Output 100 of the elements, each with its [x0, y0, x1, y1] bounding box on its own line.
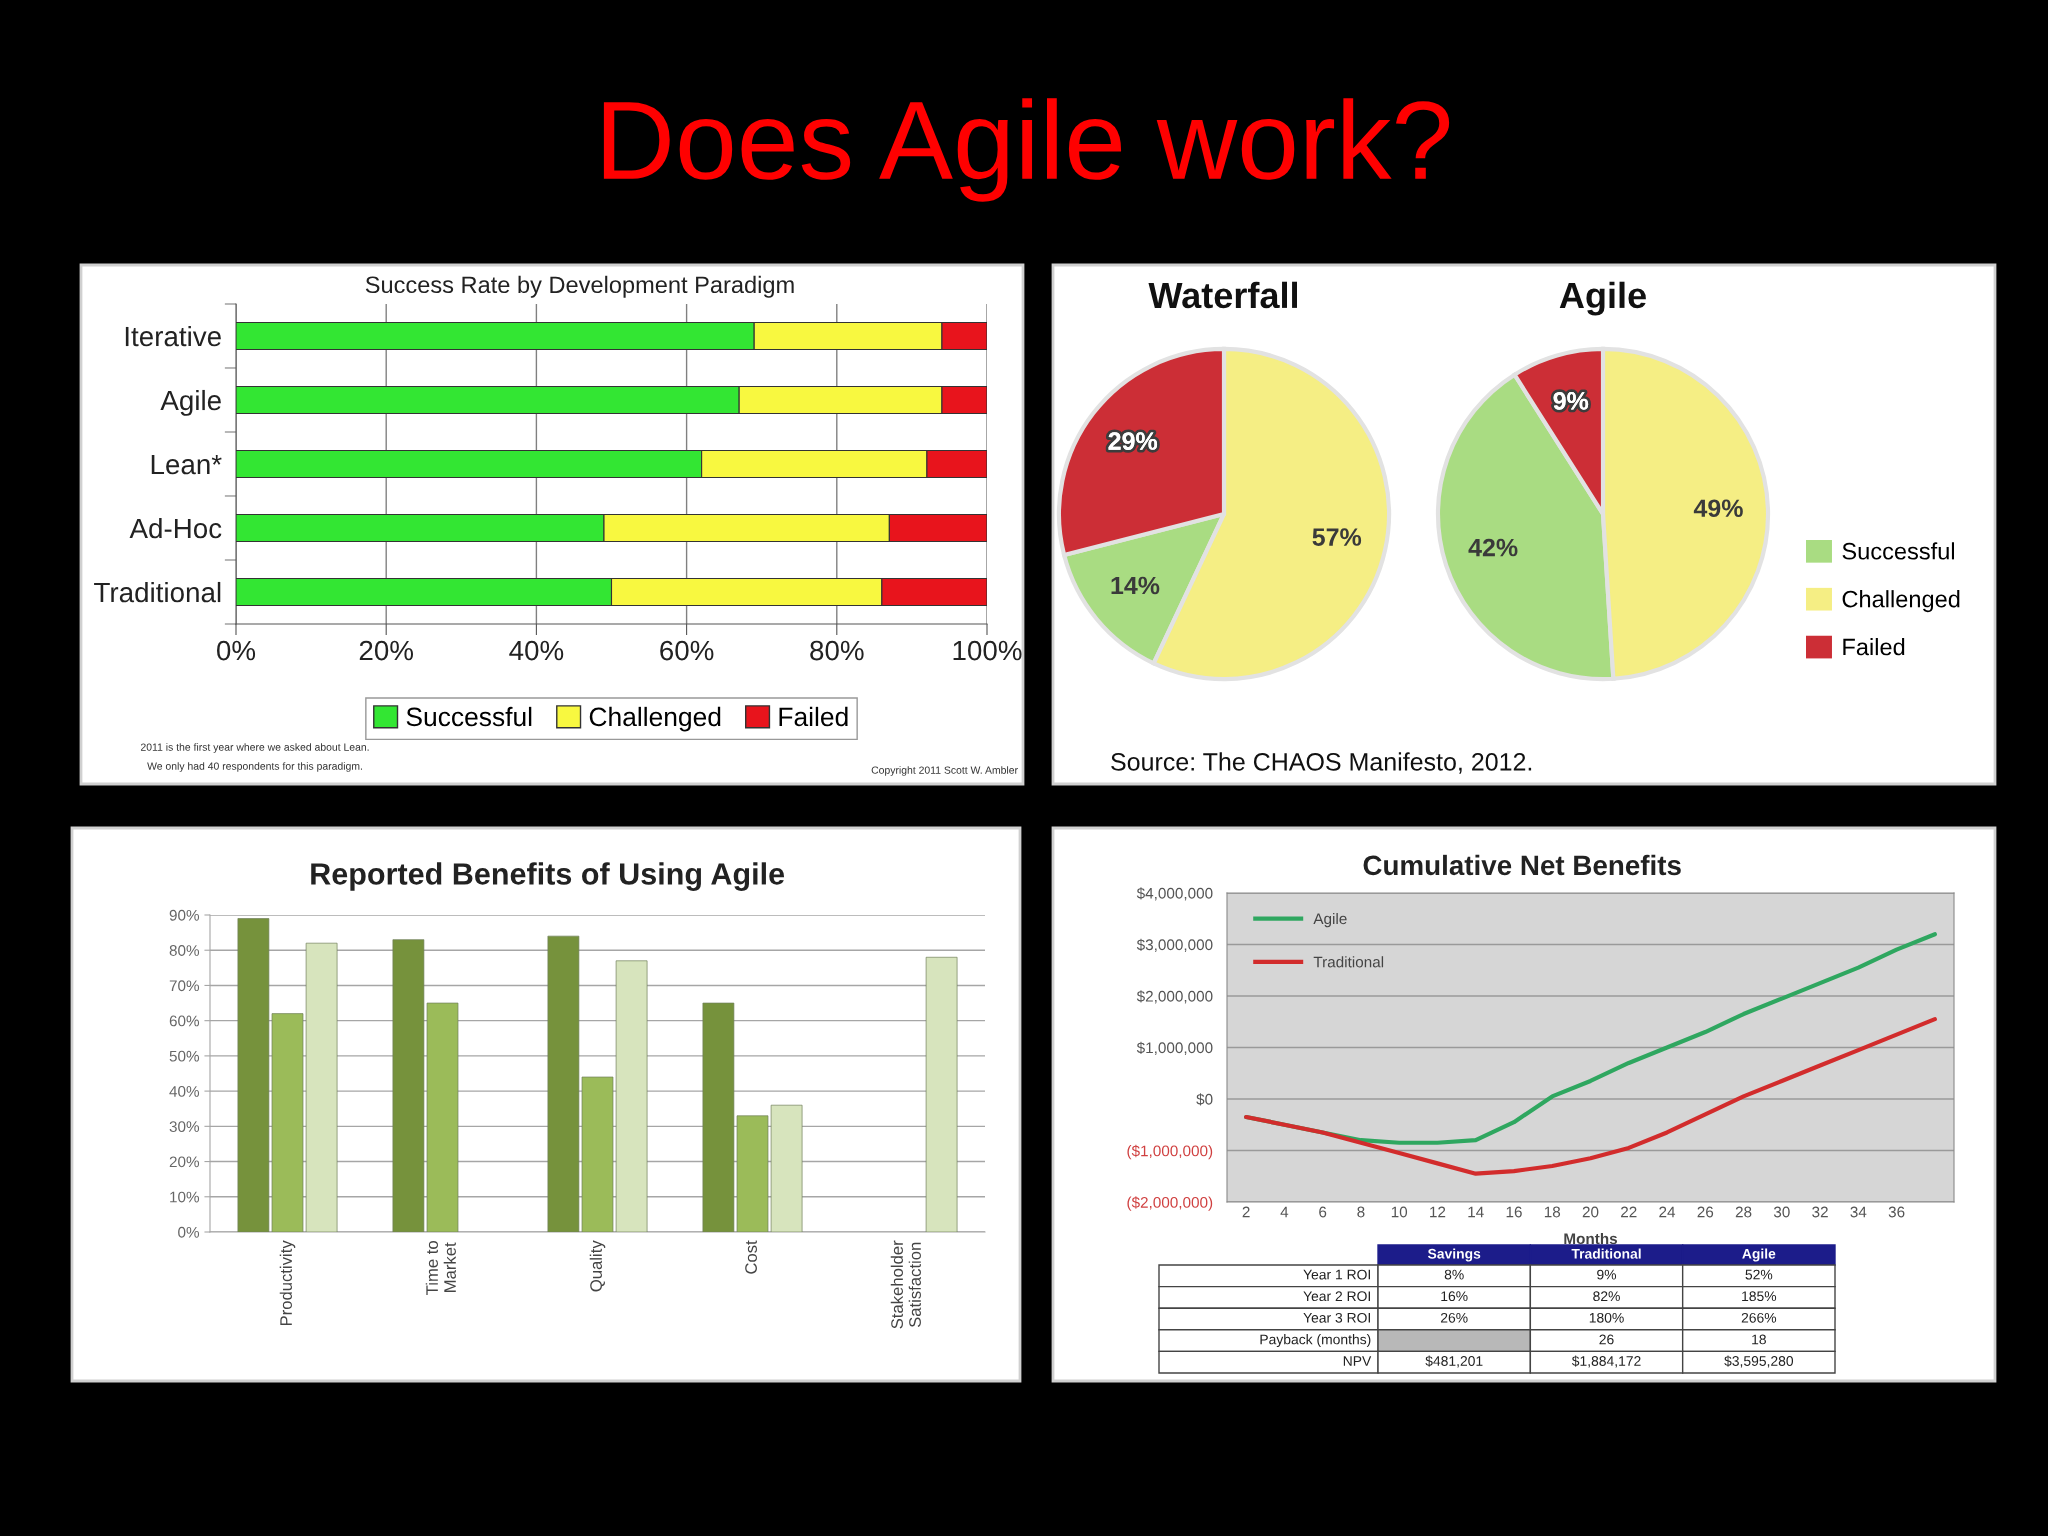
chart-title: Cumulative Net Benefits: [1363, 854, 1681, 876]
y-tick-label: 30%: [169, 1121, 200, 1133]
x-tick-label: Stakeholder Satisfaction: [890, 1240, 921, 1329]
x-tick-label: 30: [1773, 1206, 1790, 1218]
x-tick-label: 0%: [217, 640, 256, 661]
y-tick-label: 20%: [169, 1156, 200, 1168]
data-label: 49%: [1693, 499, 1743, 518]
category-label: Savings: [1427, 1248, 1481, 1262]
legend-label: Challenged: [589, 706, 721, 732]
data-label: 29%: [1108, 432, 1158, 450]
category-label: NPV: [1343, 1356, 1372, 1366]
x-tick-label: 80%: [810, 640, 864, 661]
y-tick-label: Agile: [160, 389, 221, 416]
x-tick-label: 8: [1357, 1206, 1365, 1218]
y-tick-label: $2,000,000: [1136, 990, 1213, 1004]
x-tick-label: 22: [1621, 1206, 1637, 1218]
data-label: 57%: [1312, 528, 1362, 546]
text: 26%: [1440, 1312, 1468, 1323]
text: We only had 40 respondents for this paradigm.: [147, 762, 362, 772]
y-tick-label: Ad-Hoc: [129, 517, 222, 539]
y-tick-label: $1,000,000: [1136, 1041, 1213, 1055]
legend-label: Agile: [1313, 912, 1347, 928]
category-label: Year 1 ROI: [1303, 1269, 1370, 1280]
x-tick-label: 6: [1319, 1206, 1327, 1218]
y-tick-label: $3,000,000: [1136, 938, 1213, 952]
x-tick-label: 12: [1430, 1206, 1446, 1218]
y-tick-label: Lean*: [151, 454, 222, 475]
text: 18: [1752, 1334, 1766, 1345]
x-tick-label: 28: [1735, 1206, 1752, 1218]
chart-title: Success Rate by Development Paradigm: [365, 275, 794, 298]
x-tick-label: Time to Market: [425, 1241, 456, 1295]
x-tick-label: 14: [1468, 1206, 1484, 1218]
category-label: Year 2 ROI: [1303, 1291, 1370, 1302]
y-tick-label: 90%: [169, 909, 200, 921]
x-tick-label: 4: [1280, 1206, 1289, 1218]
category-label: Agile: [1742, 1248, 1776, 1262]
x-tick-label: 18: [1544, 1206, 1561, 1218]
legend-label: Successful: [406, 706, 532, 727]
y-tick-label: 40%: [169, 1085, 200, 1097]
x-tick-label: 20%: [359, 640, 414, 661]
x-tick-label: 10: [1391, 1206, 1408, 1218]
y-tick-label: Traditional: [94, 581, 221, 603]
x-axis-title: Months: [1564, 1232, 1618, 1245]
category-label: Payback (months): [1260, 1334, 1371, 1348]
text: $3,595,280: [1724, 1355, 1794, 1368]
y-tick-label: 0%: [178, 1226, 200, 1238]
y-tick-label: $0: [1196, 1093, 1213, 1106]
source-note: Source: The CHAOS Manifesto, 2012.: [1111, 752, 1532, 774]
legend-label: Successful: [1842, 542, 1955, 560]
legend-label: Failed: [779, 706, 848, 727]
x-tick-label: 32: [1812, 1206, 1828, 1218]
text: 2011 is the first year where we asked about Lean.: [140, 743, 369, 753]
data-label: 14%: [1111, 576, 1160, 595]
text: 185%: [1742, 1291, 1777, 1302]
y-tick-label: 70%: [169, 980, 200, 992]
text: Copyright 2011 Scott W. Ambler: [871, 766, 1018, 776]
text: 16%: [1441, 1291, 1468, 1302]
y-tick-label: 10%: [170, 1191, 200, 1203]
x-tick-label: 36: [1888, 1206, 1905, 1218]
category-label: Year 3 ROI: [1303, 1312, 1370, 1323]
x-tick-label: 2: [1242, 1206, 1250, 1218]
legend-label: Challenged: [1842, 590, 1960, 613]
text: 8%: [1444, 1269, 1464, 1280]
line-series: [1244, 1017, 1937, 1176]
y-tick-label: 60%: [169, 1015, 200, 1027]
text: $1,884,172: [1571, 1355, 1641, 1368]
x-tick-label: 24: [1659, 1206, 1676, 1218]
x-tick-label: 60%: [660, 640, 714, 661]
text: 266%: [1741, 1312, 1777, 1323]
chart-title: Agile: [1559, 281, 1646, 316]
x-tick-label: 20: [1582, 1206, 1599, 1218]
text: 52%: [1745, 1269, 1773, 1280]
text: 180%: [1589, 1312, 1624, 1323]
legend-label: Failed: [1843, 637, 1905, 656]
y-tick-label: ($1,000,000): [1127, 1144, 1213, 1160]
chart-title: Waterfall: [1148, 281, 1298, 309]
text: Does Agile work?: [603, 98, 1450, 202]
x-tick-label: 16: [1506, 1206, 1522, 1218]
data-label: 42%: [1468, 538, 1518, 557]
data-label: 9%: [1553, 392, 1589, 410]
x-tick-label: 26: [1697, 1206, 1714, 1218]
x-tick-label: 100%: [953, 640, 1022, 661]
category-label: Traditional: [1571, 1248, 1641, 1259]
legend-label: Traditional: [1313, 956, 1384, 968]
y-tick-label: ($2,000,000): [1127, 1196, 1213, 1211]
x-tick-label: 40%: [509, 640, 564, 661]
text: $481,201: [1425, 1355, 1483, 1368]
y-tick-label: 50%: [169, 1050, 200, 1062]
x-tick-label: Cost: [745, 1240, 757, 1274]
text: 82%: [1593, 1291, 1620, 1302]
x-tick-label: 34: [1850, 1206, 1867, 1218]
chart-title: Reported Benefits of Using Agile: [311, 862, 785, 891]
y-tick-label: 80%: [169, 945, 200, 956]
x-tick-label: Productivity: [279, 1240, 296, 1326]
x-tick-label: Quality: [589, 1240, 606, 1292]
text: 26: [1599, 1334, 1614, 1345]
bar: [925, 956, 958, 1232]
text: 9%: [1597, 1269, 1617, 1280]
y-tick-label: $4,000,000: [1136, 887, 1213, 901]
y-tick-label: Iterative: [125, 325, 221, 347]
